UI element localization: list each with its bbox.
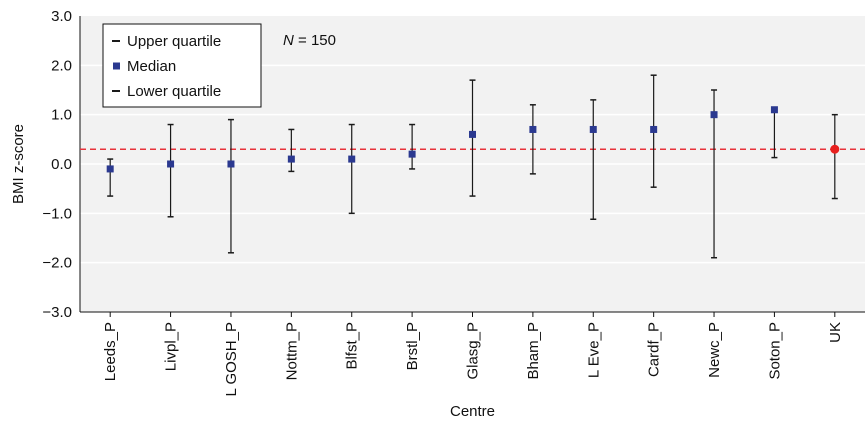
x-tick-label: Soton_P: [766, 322, 783, 380]
median-point: [287, 155, 295, 163]
y-tick-label: −2.0: [42, 255, 72, 272]
median-point: [348, 155, 356, 163]
x-tick-label: Blfst_P: [344, 322, 361, 370]
n-annotation-value: = 150: [294, 32, 336, 49]
median-point: [770, 106, 778, 114]
n-annotation-symbol: N: [283, 32, 294, 49]
x-tick-label: Glasg_P: [465, 322, 482, 380]
x-tick-label: L GOSH_P: [223, 322, 240, 396]
x-tick-label: Nottm_P: [283, 322, 300, 380]
x-tick-label: Newc_P: [706, 322, 723, 378]
x-tick-label: Livpl_P: [163, 322, 180, 371]
median-point: [408, 150, 416, 158]
y-tick-label: 2.0: [51, 57, 72, 74]
median-point: [529, 125, 537, 133]
legend-box: [102, 23, 262, 108]
y-tick-label: 1.0: [51, 107, 72, 124]
legend-median-label: Median: [127, 58, 176, 75]
median-point: [167, 160, 175, 168]
y-tick-label: 0.0: [51, 156, 72, 173]
median-point: [650, 125, 658, 133]
legend-upper-label: Upper quartile: [127, 33, 221, 50]
legend-lower-label: Lower quartile: [127, 83, 221, 100]
y-axis-title: BMI z-score: [10, 124, 27, 204]
median-point-uk: [830, 144, 840, 154]
x-tick-label: L Eve_P: [585, 322, 602, 378]
y-tick-label: −3.0: [42, 304, 72, 321]
y-tick-label: 3.0: [51, 8, 72, 25]
median-point: [106, 165, 114, 173]
x-tick-label: Leeds_P: [102, 322, 119, 381]
y-tick-label: −1.0: [42, 205, 72, 222]
n-annotation: N = 150: [283, 32, 336, 49]
median-point: [710, 111, 718, 119]
x-tick-label: Bham_P: [525, 322, 542, 380]
x-tick-label: Cardf_P: [646, 322, 663, 377]
legend-median-swatch: [113, 62, 120, 70]
x-tick-label: Brstl_P: [404, 322, 421, 370]
x-tick-label: UK: [827, 322, 844, 343]
x-axis-title: Centre: [450, 403, 495, 420]
median-point: [227, 160, 235, 168]
median-point: [589, 125, 597, 133]
median-point: [469, 130, 476, 138]
